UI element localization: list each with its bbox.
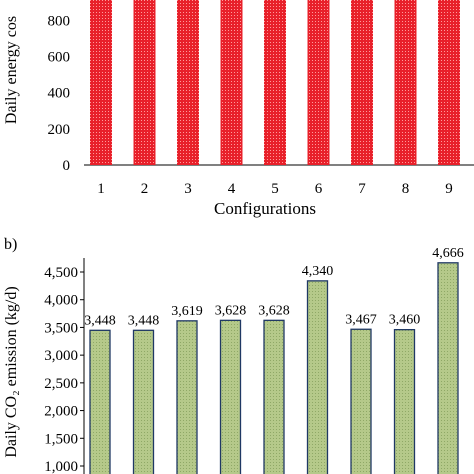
panel-a-bar	[307, 0, 330, 165]
panel-b-data-label: 3,628	[258, 303, 290, 318]
panel-b-data-label: 4,666	[432, 246, 464, 261]
panel-b-data-label: 3,467	[345, 312, 377, 327]
panel-a-x-tick-label: 4	[228, 181, 236, 197]
panel-a-y-tick-label: 600	[48, 49, 71, 65]
panel-b-bar	[437, 262, 459, 474]
panel-b-data-label: 3,628	[215, 303, 247, 318]
panel-a-energy-cost: 02004006008001,000123456789Configuration…	[3, 0, 474, 218]
panel-b-bar	[350, 328, 372, 474]
panel-a-y-tick-label: 400	[48, 86, 71, 102]
panel-a-x-tick-label: 9	[445, 181, 453, 197]
panel-b-y-tick-label: 1,000	[44, 459, 78, 474]
panel-b-y-tick-label: 2,000	[44, 404, 78, 420]
panel-b-y-tick-label: 4,500	[44, 265, 78, 281]
panel-b-bar	[393, 328, 416, 474]
panel-a-y-tick-label: 0	[63, 158, 71, 174]
panel-a-y-tick-label: 200	[48, 122, 71, 138]
panel-a-bar	[438, 0, 460, 165]
panel-a-x-tick-label: 2	[141, 181, 149, 197]
panel-b-bar	[219, 319, 242, 474]
panel-a-bar	[394, 0, 417, 165]
panel-a-x-tick-label: 6	[315, 181, 323, 197]
panel-b-y-tick-label: 4,000	[44, 293, 78, 309]
panel-a-bar	[90, 0, 112, 165]
panel-b-bar	[263, 319, 285, 474]
panel-b-data-label: 3,619	[171, 304, 203, 319]
panel-b-label: b)	[4, 236, 17, 253]
panel-a-y-axis-label: Daily energy cos	[3, 16, 20, 124]
panel-a-x-tick-label: 3	[184, 181, 192, 197]
panel-b-data-label: 3,448	[128, 313, 160, 328]
panel-b-data-label: 3,460	[389, 313, 421, 328]
panel-a-x-axis-label: Configurations	[214, 199, 316, 218]
panel-a-x-tick-label: 8	[402, 181, 410, 197]
panel-a-bar	[351, 0, 373, 165]
panel-b-bar	[132, 329, 155, 474]
panel-b-y-tick-label: 3,000	[44, 348, 78, 364]
panel-b-y-tick-label: 2,500	[44, 376, 78, 392]
panel-b-bar	[306, 280, 329, 474]
panel-a-bar	[220, 0, 243, 165]
panel-a-x-tick-label: 1	[97, 181, 105, 197]
panel-b-co2-emission: b) 1,000 1,500 2,000 2,500 3,000 3,500 4,000 4,5…	[3, 236, 464, 474]
panel-a-x-tick-label: 7	[358, 181, 366, 197]
panel-b-bar	[89, 329, 111, 474]
panel-b-data-label: 4,340	[302, 264, 334, 279]
panel-a-bar	[264, 0, 286, 165]
panel-a-bar	[177, 0, 199, 165]
panel-b-y-axis-label: Daily CO₂ emission (kg/d)	[3, 286, 20, 457]
panel-a-y-tick-label: 800	[48, 13, 71, 29]
panel-a-x-tick-label: 5	[271, 181, 279, 197]
panel-b-y-tick-label: 3,500	[44, 320, 78, 336]
panel-b-y-tick-label: 1,500	[44, 431, 78, 447]
panel-b-bar	[176, 320, 198, 474]
panel-b-data-label: 3,448	[84, 313, 116, 328]
panel-a-bar	[133, 0, 156, 165]
